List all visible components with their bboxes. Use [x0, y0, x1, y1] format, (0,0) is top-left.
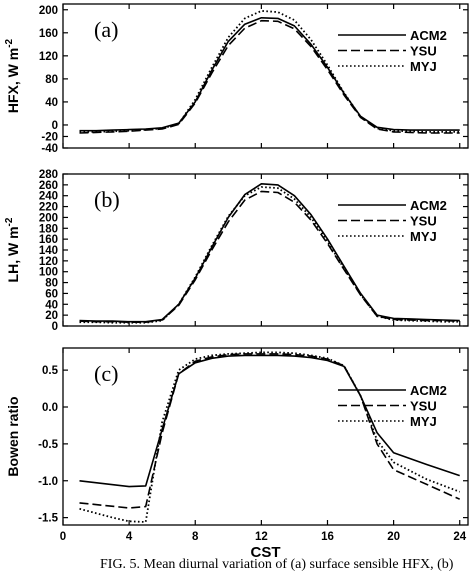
y-tick-label: 0.0 — [42, 402, 58, 414]
y-tick-label: 80 — [45, 278, 58, 290]
legend-label-myj: MYJ — [410, 229, 437, 244]
legend-label-acm2: ACM2 — [410, 198, 447, 213]
y-tick-label: 280 — [39, 169, 58, 181]
x-tick-label: 8 — [192, 531, 199, 543]
legend-label-ysu: YSU — [410, 399, 437, 414]
y-tick-label: 100 — [39, 267, 58, 279]
y-tick-label: -0.5 — [38, 439, 58, 451]
x-axis-label: CST — [251, 544, 281, 561]
plot-frame — [62, 3, 469, 149]
y-tick-label: 240 — [39, 191, 58, 203]
panel-label: (c) — [94, 361, 118, 386]
legend-label-ysu: YSU — [410, 44, 437, 59]
y-tick-label: 260 — [39, 180, 58, 192]
series-line-ysu — [79, 353, 461, 509]
series-line-acm2 — [79, 354, 460, 488]
y-tick-label: 60 — [45, 288, 58, 300]
y-tick-label: 200 — [39, 5, 58, 17]
panel-label: (b) — [94, 187, 120, 212]
x-tick-label: 4 — [126, 531, 133, 543]
panel-c-bowen-ratio: -1.5 -1.0 -0.5 0.0 0.5 0 4 8 12 16 20 24 Bowen ratio… — [5, 347, 469, 561]
y-tick-label: 140 — [39, 245, 58, 257]
legend-label-myj: MYJ — [410, 414, 437, 429]
series-line-myj — [79, 186, 460, 324]
y-tick-label: 160 — [39, 28, 58, 40]
y-tick-label: 0.5 — [42, 365, 59, 377]
series-line-myj — [79, 9, 460, 133]
y-tick-label: 200 — [39, 212, 58, 224]
y-tick-label: -20 — [41, 131, 58, 143]
y-tick-label: -1.5 — [38, 513, 58, 525]
y-axis-label-superscript: -2 — [4, 38, 15, 47]
y-tick-label: -1.0 — [38, 476, 58, 488]
y-tick-label: 0 — [52, 120, 58, 132]
y-tick-label: 120 — [39, 256, 58, 268]
figure-caption: FIG. 5. Mean diurnal variation of (a) su… — [100, 557, 454, 572]
y-axis-label: Bowen ratio — [5, 396, 21, 476]
legend-label-acm2: ACM2 — [410, 28, 447, 43]
y-tick-label: 20 — [45, 310, 58, 322]
panel-a-hfx: -40-200 40 80 120 160 200 HFX, W m-2 (a) ACM2YSU… — [4, 3, 469, 155]
plot-frame — [62, 347, 469, 526]
plot-frame — [62, 173, 469, 327]
y-tick-label: 40 — [45, 299, 58, 311]
legend-label-myj: MYJ — [410, 59, 437, 74]
y-axis-label: LH, W m-2 — [4, 217, 21, 282]
series-line-myj — [79, 351, 461, 523]
y-axis-label: HFX, W m-2 — [4, 38, 21, 113]
y-tick-label: 220 — [39, 202, 58, 214]
y-tick-label: 180 — [39, 223, 58, 235]
y-tick-label: 120 — [39, 51, 58, 63]
y-axis-label-superscript: -2 — [4, 217, 15, 226]
y-tick-label: 160 — [39, 234, 58, 246]
y-tick-label: 40 — [45, 97, 58, 109]
panel-label: (a) — [94, 17, 118, 42]
x-tick-label: 0 — [60, 531, 66, 543]
y-tick-label: 0 — [52, 321, 58, 333]
y-tick-label: 80 — [45, 74, 58, 86]
x-tick-label: 16 — [321, 531, 334, 543]
series-line-acm2 — [79, 16, 460, 132]
x-tick-label: 24 — [453, 531, 466, 543]
x-tick-label: 20 — [387, 531, 400, 543]
y-tick-label: -40 — [41, 143, 58, 155]
legend-label-ysu: YSU — [410, 214, 437, 229]
series-line-ysu — [79, 190, 460, 324]
series-line-acm2 — [79, 183, 460, 323]
legend-label-acm2: ACM2 — [410, 383, 447, 398]
x-tick-label: 12 — [255, 531, 268, 543]
series-line-ysu — [79, 19, 460, 134]
